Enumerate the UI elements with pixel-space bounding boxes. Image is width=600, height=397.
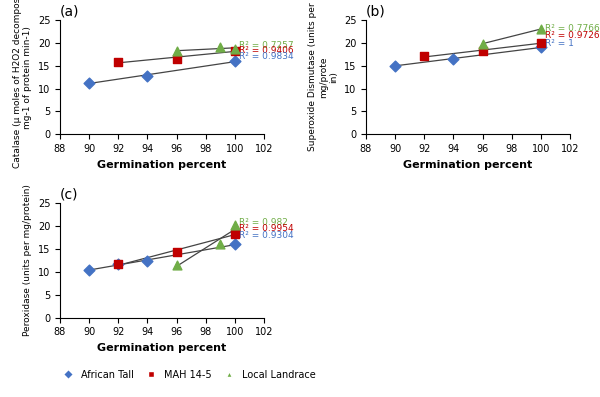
Point xyxy=(172,249,181,255)
Point xyxy=(172,262,181,268)
Point xyxy=(215,241,225,247)
Legend: African Tall, MAH 14-5, Local Landrace: African Tall, MAH 14-5, Local Landrace xyxy=(55,366,319,384)
Y-axis label: Peroxidase (units per mg/protein): Peroxidase (units per mg/protein) xyxy=(23,184,32,336)
Point xyxy=(230,222,239,228)
Text: R² = 0.9304: R² = 0.9304 xyxy=(239,231,294,240)
X-axis label: Germination percent: Germination percent xyxy=(97,343,227,353)
Text: R² = 0.982: R² = 0.982 xyxy=(239,218,288,227)
Text: R² = 0.9954: R² = 0.9954 xyxy=(239,224,294,233)
Text: R² = 0.9406: R² = 0.9406 xyxy=(239,46,294,56)
Point xyxy=(230,241,239,247)
Point xyxy=(536,26,545,32)
Point xyxy=(478,40,487,47)
Point xyxy=(143,258,152,264)
Point xyxy=(113,261,123,268)
Point xyxy=(85,79,94,86)
Text: R² = 0.7257: R² = 0.7257 xyxy=(239,40,294,50)
Point xyxy=(230,58,239,64)
Text: (a): (a) xyxy=(60,5,79,19)
Point xyxy=(172,48,181,54)
Point xyxy=(391,62,400,69)
Point xyxy=(230,47,239,54)
Point xyxy=(536,40,545,46)
Text: R² = 0.7766: R² = 0.7766 xyxy=(545,23,600,33)
Point xyxy=(143,73,152,79)
Text: R² = 0.9834: R² = 0.9834 xyxy=(239,52,294,62)
Y-axis label: Catalase (μ moles of H2O2 decomposed
mg-1 of protein min-1): Catalase (μ moles of H2O2 decomposed mg-… xyxy=(13,0,32,168)
X-axis label: Germination percent: Germination percent xyxy=(403,160,533,170)
Point xyxy=(449,56,458,62)
Y-axis label: Superoxide Dismutase (units per
mg/prote
in): Superoxide Dismutase (units per mg/prote… xyxy=(308,3,338,151)
Point xyxy=(215,44,225,50)
Text: R² = 0.9726: R² = 0.9726 xyxy=(545,31,600,40)
Point xyxy=(113,59,123,65)
Point xyxy=(478,48,487,54)
X-axis label: Germination percent: Germination percent xyxy=(97,160,227,170)
Text: (c): (c) xyxy=(60,188,79,202)
Point xyxy=(230,231,239,237)
Point xyxy=(113,261,123,267)
Point xyxy=(419,53,429,60)
Point xyxy=(85,267,94,273)
Text: (b): (b) xyxy=(366,5,386,19)
Point xyxy=(172,56,181,62)
Point xyxy=(536,44,545,50)
Point xyxy=(230,46,239,52)
Text: R² = 1: R² = 1 xyxy=(545,39,574,48)
